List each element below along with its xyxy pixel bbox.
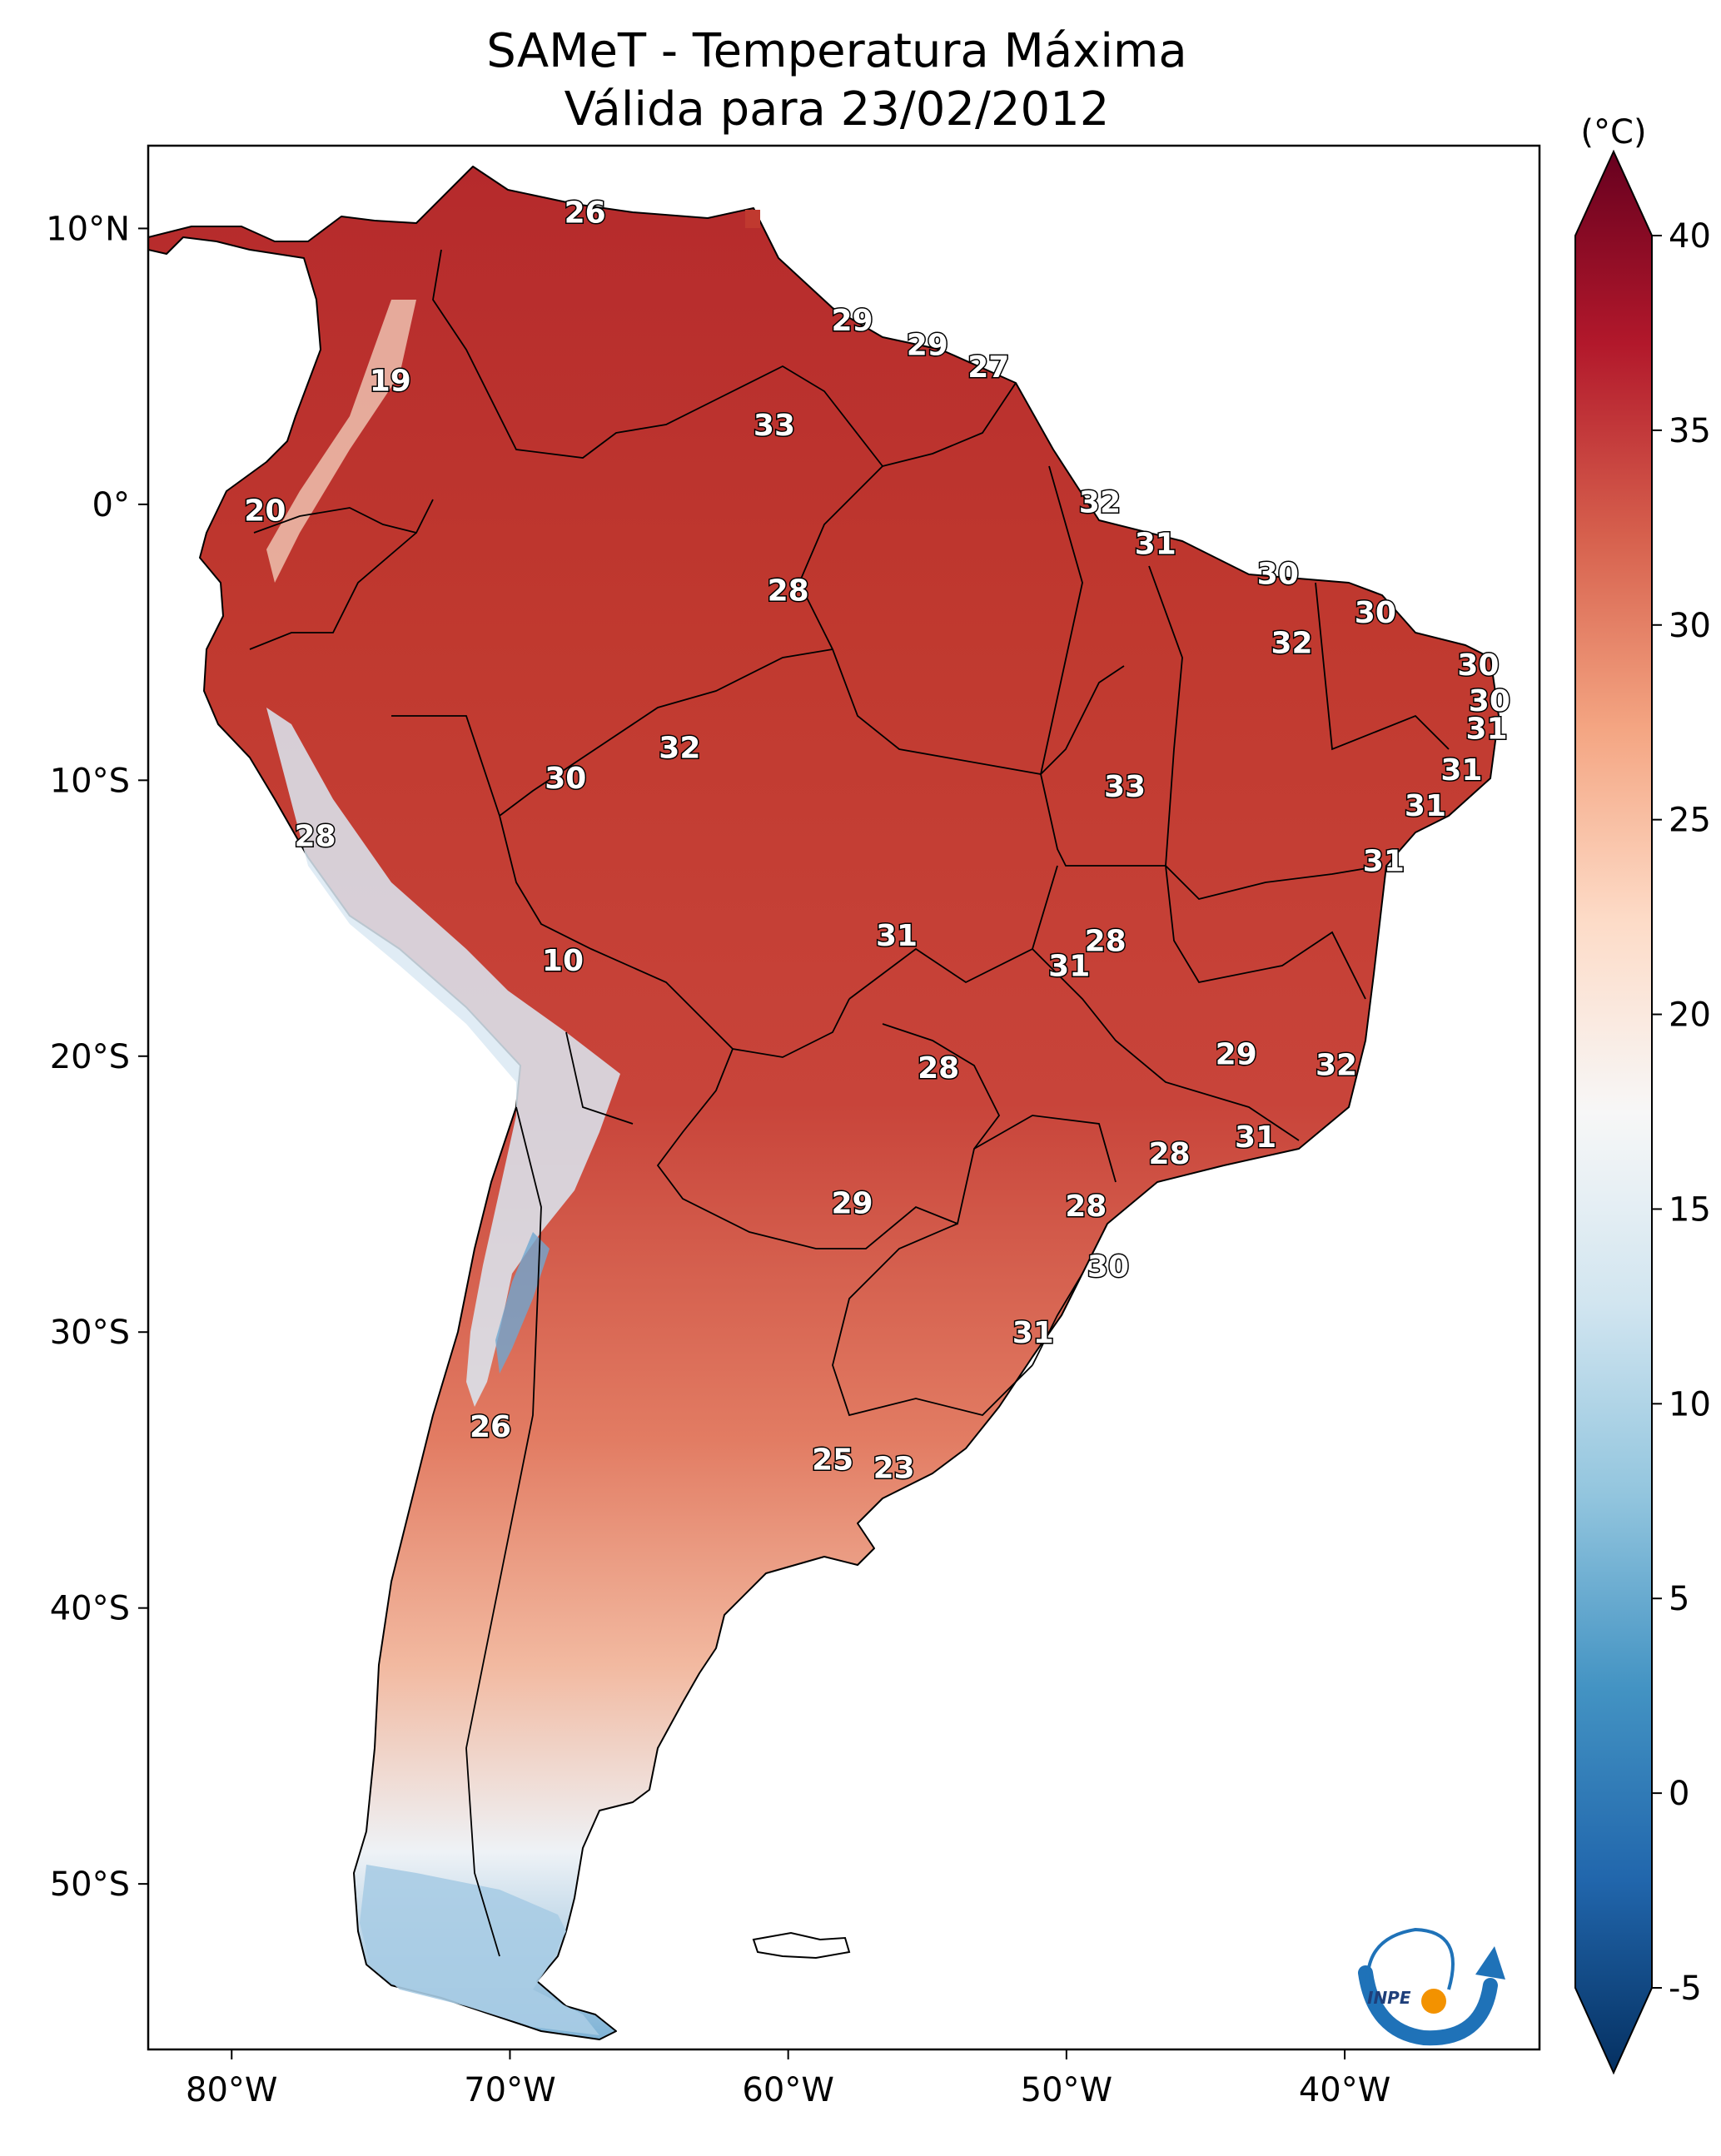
colorbar-tick-label: 20	[1669, 996, 1711, 1035]
colorbar-tick-label: 5	[1669, 1580, 1689, 1618]
colorbar-tick-label: 25	[1669, 802, 1711, 840]
lon-tick-label: 70°W	[464, 2071, 555, 2109]
station-value-label: 19	[370, 365, 411, 399]
longitude-ticks: 80°W 70°W 60°W 50°W 40°W	[186, 2049, 1390, 2109]
inpe-logo-swoosh	[1358, 1965, 1498, 2046]
lon-tick-label: 50°W	[1021, 2071, 1112, 2109]
colorbar: (°C) -5 0 5 10 15 20 25 30 35 40	[1574, 113, 1711, 2075]
map-title-line2: Válida para 23/02/2012	[565, 82, 1110, 137]
station-value-label: 31	[1363, 844, 1405, 878]
station-value-label: 32	[1079, 486, 1121, 520]
patagonia-cool	[360, 1865, 599, 2035]
lat-tick-label: 20°S	[50, 1038, 130, 1076]
station-value-label: 26	[470, 1410, 511, 1444]
lat-tick-label: 10°N	[46, 210, 130, 248]
station-value-label: 31	[1135, 527, 1176, 561]
station-value-label: 20	[244, 494, 286, 529]
station-value-label: 31	[1465, 712, 1507, 746]
station-value-label: 28	[294, 820, 336, 854]
colorbar-unit-label: (°C)	[1580, 113, 1646, 152]
colorbar-body	[1574, 149, 1653, 2075]
inpe-logo-arrow	[1475, 1946, 1505, 1980]
station-value-label: 28	[768, 574, 809, 609]
station-value-label: 30	[1087, 1250, 1129, 1284]
station-value-label: 31	[1012, 1316, 1054, 1350]
lon-tick-label: 40°W	[1299, 2071, 1390, 2109]
station-value-label: 28	[1085, 925, 1127, 959]
station-value-label: 30	[1457, 648, 1499, 683]
station-value-label: 30	[545, 762, 586, 796]
station-value-label: 28	[1065, 1190, 1107, 1224]
station-value-label: 10	[542, 944, 584, 978]
map-title-line1: SAMeT - Temperatura Máxima	[486, 24, 1187, 78]
station-value-label: 31	[1235, 1120, 1276, 1155]
station-value-label: 31	[876, 919, 918, 953]
lat-tick-label: 50°S	[50, 1865, 130, 1904]
colombia-andes-cool	[266, 300, 416, 583]
station-value-label: 31	[1048, 949, 1090, 983]
station-value-label: 29	[1216, 1037, 1257, 1071]
continent-landmass	[148, 166, 1500, 2040]
colorbar-tick-label: 10	[1669, 1385, 1711, 1423]
inpe-logo: INPE	[1358, 1927, 1505, 2046]
station-value-label: 26	[565, 196, 606, 231]
station-value-label: 28	[918, 1051, 959, 1085]
station-value-label: 32	[659, 732, 700, 766]
station-value-label: 30	[1355, 596, 1396, 630]
lat-tick-label: 10°S	[50, 762, 130, 800]
falkland-islands	[752, 1931, 851, 1960]
station-value-label: 31	[1405, 789, 1446, 823]
lat-tick-label: 40°S	[50, 1590, 130, 1628]
station-value-label: 23	[873, 1452, 915, 1486]
station-value-label: 33	[1104, 770, 1146, 804]
lon-tick-label: 60°W	[742, 2071, 833, 2109]
andes-cool-band	[266, 708, 620, 1407]
station-value-label: 30	[1257, 558, 1299, 592]
colorbar-tick-label: 40	[1669, 217, 1711, 256]
country-borders	[249, 249, 1450, 1957]
station-value-label: 28	[1148, 1137, 1190, 1171]
map-frame	[147, 144, 1541, 2051]
colorbar-tick-label: 15	[1669, 1190, 1711, 1229]
station-value-label: 32	[1271, 627, 1313, 661]
latitude-ticks: 10°N 0° 10°S 20°S 30°S 40°S 50°S	[46, 210, 148, 1904]
station-value-label: 29	[907, 329, 948, 363]
inpe-logo-text: INPE	[1367, 1988, 1411, 2008]
station-value-label: 31	[1440, 753, 1482, 787]
inpe-logo-dot	[1421, 1989, 1446, 2014]
station-value-label: 29	[831, 304, 873, 338]
inpe-logo-orbit	[1365, 1927, 1455, 2011]
colorbar-tick-label: 0	[1669, 1775, 1689, 1813]
colorbar-tick-label: -5	[1669, 1970, 1702, 2008]
colorbar-tick-label: 35	[1669, 412, 1711, 450]
colorbar-tick-label: 30	[1669, 607, 1711, 645]
station-value-label: 30	[1469, 684, 1510, 718]
lat-tick-label: 30°S	[50, 1314, 130, 1352]
colorbar-ticks: -5 0 5 10 15 20 25 30 35 40	[1652, 217, 1711, 2008]
lat-tick-label: 0°	[92, 486, 130, 524]
station-value-label: 25	[812, 1443, 853, 1478]
station-value-label: 32	[1316, 1049, 1357, 1083]
station-value-label: 29	[831, 1186, 873, 1220]
station-value-label: 33	[754, 409, 795, 443]
lon-tick-label: 80°W	[186, 2071, 277, 2109]
station-value-label: 27	[967, 350, 1009, 385]
trinidad-island	[745, 210, 760, 228]
andes-cold-core	[495, 1232, 550, 1374]
